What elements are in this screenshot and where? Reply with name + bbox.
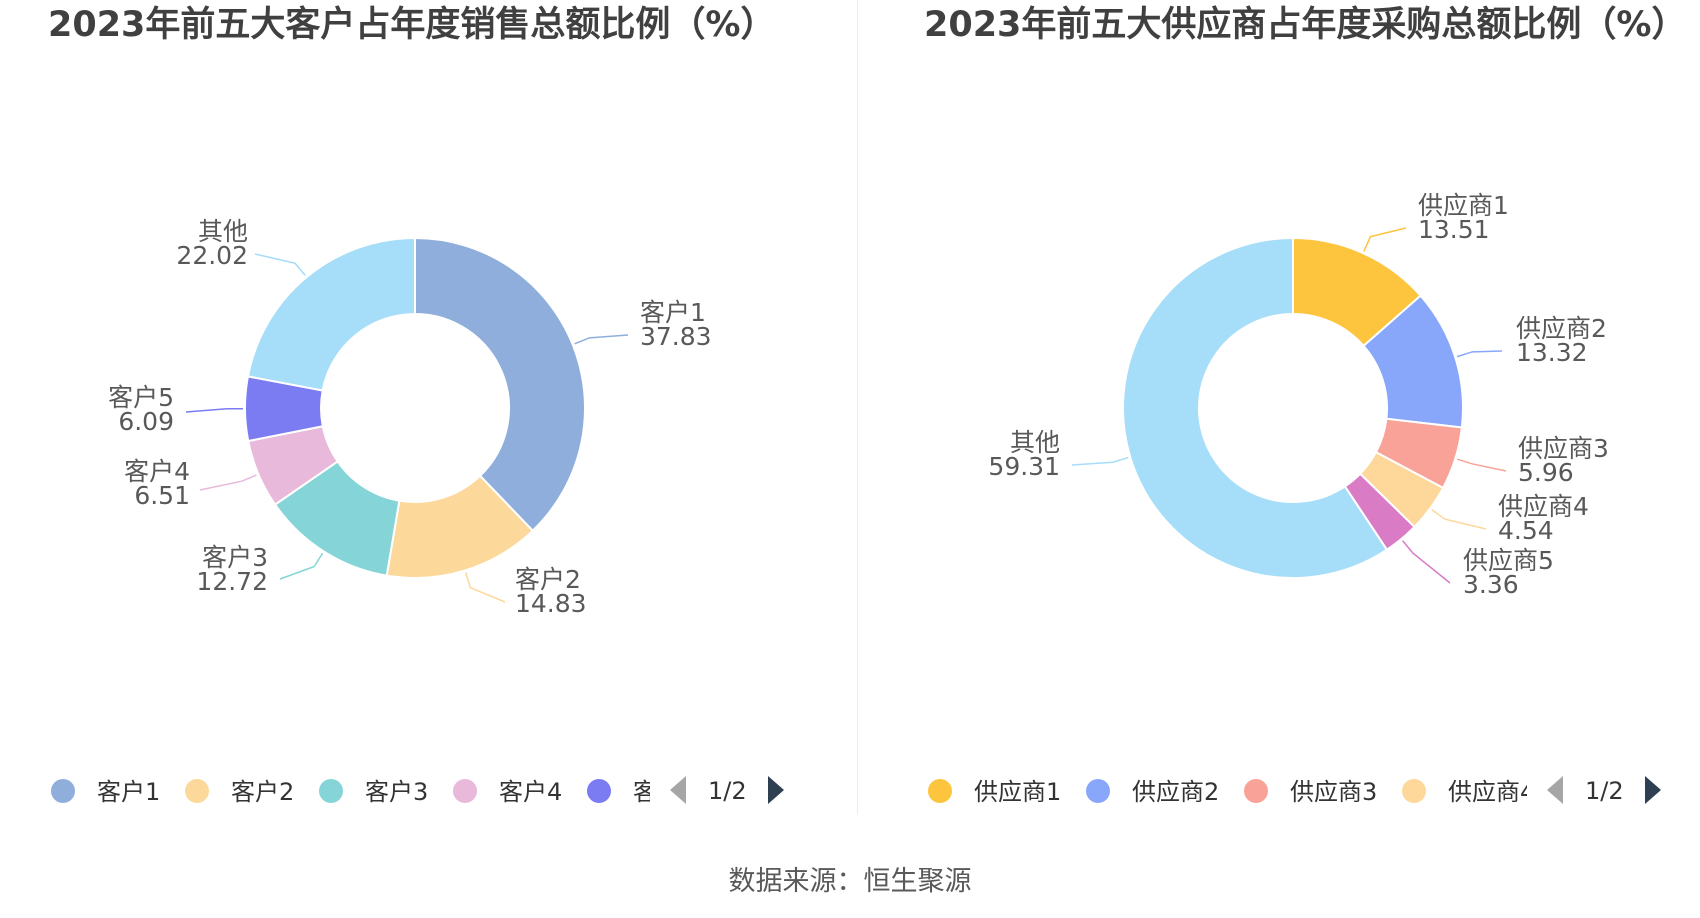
slice-label-name: 供应商4: [1498, 492, 1589, 521]
slice-label-name: 客户1: [640, 298, 706, 327]
slice-label-name: 供应商2: [1516, 314, 1607, 343]
supplier-legend: 供应商1 供应商2 供应商3 供应商4: [928, 778, 1535, 806]
legend-marker: [1402, 779, 1426, 803]
supplier-chart-title: 2023年前五大供应商占年度采购总额比例（%）: [924, 4, 1686, 45]
slice-label-value: 37.83: [640, 322, 712, 351]
slice-label-value: 13.32: [1516, 338, 1588, 367]
slice-label-value: 12.72: [196, 567, 268, 596]
donut-slice-客户1[interactable]: [414, 236, 586, 533]
supplier-donut: [1122, 236, 1465, 579]
legend-label: 客: [633, 778, 657, 806]
leader-line-供应商1: [1363, 227, 1407, 252]
legend-item-客户3[interactable]: 客户3: [319, 778, 428, 806]
legend-next-arrow[interactable]: [768, 776, 784, 804]
slice-label-value: 3.36: [1463, 570, 1519, 599]
legend-label: 供应商1: [974, 778, 1061, 806]
leader-line-客户5: [185, 407, 244, 413]
legend-prev-arrow[interactable]: [670, 776, 686, 804]
slice-label-name: 供应商3: [1518, 434, 1609, 463]
slice-label-name: 客户2: [515, 565, 581, 594]
leader-line-供应商2: [1456, 350, 1503, 358]
slice-label-value: 6.09: [118, 407, 174, 436]
legend-item-供应商1[interactable]: 供应商1: [928, 778, 1061, 806]
customer-chart: 2023年前五大客户占年度销售总额比例（%） 客户137.83客户214.83客…: [48, 4, 784, 806]
customer-chart-title: 2023年前五大客户占年度销售总额比例（%）: [48, 4, 775, 45]
legend-label: 供应商2: [1132, 778, 1219, 806]
leader-line-客户1: [574, 334, 629, 345]
legend-item-供应商4[interactable]: 供应商4: [1402, 778, 1535, 806]
customer-donut: [244, 236, 586, 579]
legend-item-客户2[interactable]: 客户2: [185, 778, 294, 806]
leader-line-供应商4: [1431, 509, 1487, 530]
legend-marker: [587, 779, 611, 803]
slice-label-value: 4.54: [1498, 516, 1554, 545]
legend-prev-arrow[interactable]: [1547, 776, 1563, 804]
slice-label-name: 其他: [1010, 428, 1060, 457]
legend-label: 客户1: [97, 778, 160, 806]
customer-legend: 客户1 客户2 客户3 客户4 客: [51, 778, 657, 806]
slice-label-value: 14.83: [515, 589, 587, 618]
leader-line-客户2: [464, 572, 506, 603]
legend-next-arrow[interactable]: [1645, 776, 1661, 804]
data-source-note: 数据来源：恒生聚源: [729, 866, 972, 897]
slice-label-value: 5.96: [1518, 458, 1574, 487]
legend-label: 客户3: [365, 778, 428, 806]
slice-label-name: 客户4: [124, 457, 190, 486]
legend-marker: [1086, 779, 1110, 803]
panel-divider: [857, 0, 858, 815]
legend-marker: [319, 779, 343, 803]
legend-label: 供应商4: [1448, 778, 1535, 806]
slice-label-value: 59.31: [988, 452, 1060, 481]
donut-slice-其他[interactable]: [246, 236, 416, 392]
leader-line-其他: [1071, 456, 1129, 466]
leader-line-供应商5: [1401, 540, 1451, 584]
customer-legend-pager: 1/2: [670, 776, 784, 805]
leader-line-供应商3: [1456, 458, 1507, 472]
leader-line-其他: [254, 253, 306, 277]
donut-slice-其他[interactable]: [1122, 236, 1389, 579]
legend-marker: [1244, 779, 1268, 803]
slice-label-value: 22.02: [176, 241, 248, 270]
legend-item-客户4[interactable]: 客户4: [453, 778, 562, 806]
slice-label-name: 其他: [198, 217, 248, 246]
legend-marker: [51, 779, 75, 803]
slice-label-name: 客户3: [202, 543, 268, 572]
legend-marker: [185, 779, 209, 803]
legend-label: 客户2: [231, 778, 294, 806]
legend-page-indicator: 1/2: [1585, 777, 1624, 805]
legend-item-供应商2[interactable]: 供应商2: [1086, 778, 1219, 806]
legend-item-客户1[interactable]: 客户1: [51, 778, 160, 806]
supplier-legend-pager: 1/2: [1547, 776, 1661, 805]
legend-item-客[interactable]: 客: [587, 778, 657, 806]
legend-marker: [928, 779, 952, 803]
legend-page-indicator: 1/2: [708, 777, 747, 805]
supplier-chart: 2023年前五大供应商占年度采购总额比例（%） 供应商113.51供应商213.…: [924, 4, 1686, 806]
legend-label: 客户4: [499, 778, 562, 806]
leader-line-客户4: [199, 474, 257, 491]
slice-label-value: 6.51: [134, 481, 190, 510]
legend-label: 供应商3: [1290, 778, 1377, 806]
slice-label-name: 供应商5: [1463, 546, 1554, 575]
slice-label-name: 客户5: [108, 383, 174, 412]
slice-label-value: 13.51: [1418, 215, 1490, 244]
leader-line-客户3: [279, 552, 324, 580]
legend-item-供应商3[interactable]: 供应商3: [1244, 778, 1377, 806]
slice-label-name: 供应商1: [1418, 191, 1509, 220]
legend-marker: [453, 779, 477, 803]
